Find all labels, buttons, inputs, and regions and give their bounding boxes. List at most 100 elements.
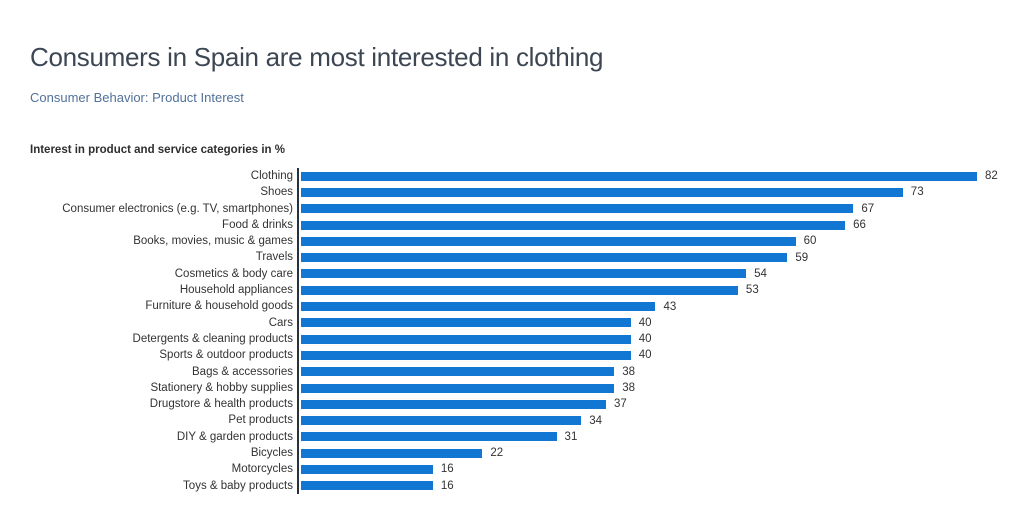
value-label: 60 (803, 235, 817, 248)
chart-row: Sports & outdoor products 40 (30, 347, 1021, 364)
bar-track: 40 (297, 330, 1021, 348)
bar (301, 253, 788, 263)
bar (301, 399, 607, 409)
chart-row: Household appliances 53 (30, 282, 1021, 299)
chart-row: Food & drinks 66 (30, 216, 1021, 234)
category-label: Books, movies, music & games (133, 235, 293, 248)
chart-row: Furniture & household goods 43 (30, 298, 1021, 315)
value-label: 40 (638, 333, 652, 346)
chart-row: Clothing 82 (30, 168, 1021, 185)
category-label: Furniture & household goods (145, 300, 293, 313)
bar-track: 40 (297, 314, 1021, 331)
value-label: 38 (622, 365, 636, 378)
value-label: 67 (861, 202, 875, 215)
bar (301, 285, 738, 295)
bar (301, 187, 903, 197)
chart-row: Cars 40 (30, 314, 1021, 331)
category-label: Food & drinks (222, 218, 293, 231)
category-label: Bags & accessories (192, 365, 293, 378)
bar (301, 318, 631, 328)
chart-row: Bicycles 22 (30, 445, 1021, 462)
value-label: 73 (910, 186, 924, 199)
bar (301, 334, 631, 344)
category-label: Detergents & cleaning products (132, 332, 293, 345)
category-label: Drugstore & health products (149, 398, 293, 411)
bar (301, 448, 483, 458)
page-title: Consumers in Spain are most interested i… (30, 42, 604, 72)
bar-track: 82 (297, 168, 1021, 185)
bar-track: 43 (297, 298, 1021, 315)
bar-track: 22 (297, 445, 1021, 462)
bar-track: 53 (297, 282, 1021, 299)
chart-row: Bags & accessories 38 (30, 363, 1021, 380)
category-label: Household appliances (179, 284, 293, 297)
category-label: Shoes (260, 186, 293, 199)
chart-title: Interest in product and service categori… (30, 144, 285, 156)
value-label: 54 (754, 267, 767, 280)
bar-track: 54 (297, 265, 1021, 283)
value-label: 40 (638, 349, 652, 362)
bar-track: 38 (297, 379, 1021, 397)
bar (301, 302, 656, 312)
value-label: 53 (745, 284, 759, 297)
bar (301, 383, 615, 393)
category-label: Cosmetics & body care (174, 267, 293, 280)
value-label: 59 (795, 251, 809, 264)
chart-row: Consumer electronics (e.g. TV, smartphon… (30, 200, 1021, 217)
bar (301, 416, 582, 426)
category-label: Sports & outdoor products (159, 349, 293, 362)
category-label: Toys & baby products (183, 479, 293, 492)
value-label: 37 (614, 398, 627, 411)
value-label: 22 (490, 447, 504, 460)
category-label: Clothing (250, 170, 293, 182)
chart-row: Pet products 34 (30, 412, 1021, 429)
bar (301, 204, 854, 214)
chart-row: Drugstore & health products 37 (30, 396, 1021, 413)
value-label: 16 (440, 479, 454, 492)
value-label: 82 (985, 170, 998, 183)
chart-rows: Clothing 82 Shoes 73 Consumer electronics (e… (30, 168, 1021, 494)
value-label: 43 (663, 300, 677, 313)
bar-track: 66 (297, 216, 1021, 234)
value-label: 38 (622, 382, 636, 394)
bar (301, 464, 433, 474)
bar-track: 73 (297, 184, 1021, 201)
category-label: Pet products (228, 414, 293, 427)
bar (301, 367, 615, 377)
bar-track: 34 (297, 412, 1021, 429)
chart-row: Toys & baby products 16 (30, 477, 1021, 494)
chart-row: Travels 59 (30, 249, 1021, 266)
category-label: Cars (268, 316, 293, 329)
bar (301, 481, 433, 491)
value-label: 66 (853, 219, 866, 232)
chart-row: Cosmetics & body care 54 (30, 265, 1021, 283)
bar (301, 220, 846, 230)
category-label: Travels (255, 251, 293, 264)
bar (301, 236, 796, 246)
bar-track: 59 (297, 249, 1021, 266)
chart-row: DIY & garden products 31 (30, 428, 1021, 446)
bar (301, 269, 747, 279)
bar-track: 31 (297, 428, 1021, 446)
bar-track: 38 (297, 363, 1021, 380)
bar-track: 40 (297, 347, 1021, 364)
chart-row: Books, movies, music & games 60 (30, 233, 1021, 250)
bar-track: 37 (297, 396, 1021, 413)
chart-row: Detergents & cleaning products 40 (30, 330, 1021, 348)
category-label: Bicycles (250, 447, 293, 460)
bar (301, 171, 977, 181)
page-subtitle: Consumer Behavior: Product Interest (30, 90, 244, 105)
value-label: 31 (564, 430, 578, 443)
chart-row: Motorcycles 16 (30, 461, 1021, 478)
value-label: 16 (440, 463, 454, 476)
bar-track: 16 (297, 477, 1021, 494)
chart-row: Shoes 73 (30, 184, 1021, 201)
bar-track: 60 (297, 233, 1021, 250)
bar (301, 432, 557, 442)
category-label: Stationery & hobby supplies (150, 381, 293, 394)
category-label: Motorcycles (231, 463, 293, 476)
bar (301, 350, 631, 360)
value-label: 40 (638, 316, 652, 329)
category-label: Consumer electronics (e.g. TV, smartphon… (62, 202, 293, 215)
